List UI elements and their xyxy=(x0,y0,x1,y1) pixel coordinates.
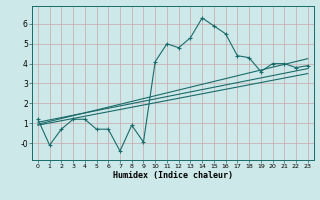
X-axis label: Humidex (Indice chaleur): Humidex (Indice chaleur) xyxy=(113,171,233,180)
